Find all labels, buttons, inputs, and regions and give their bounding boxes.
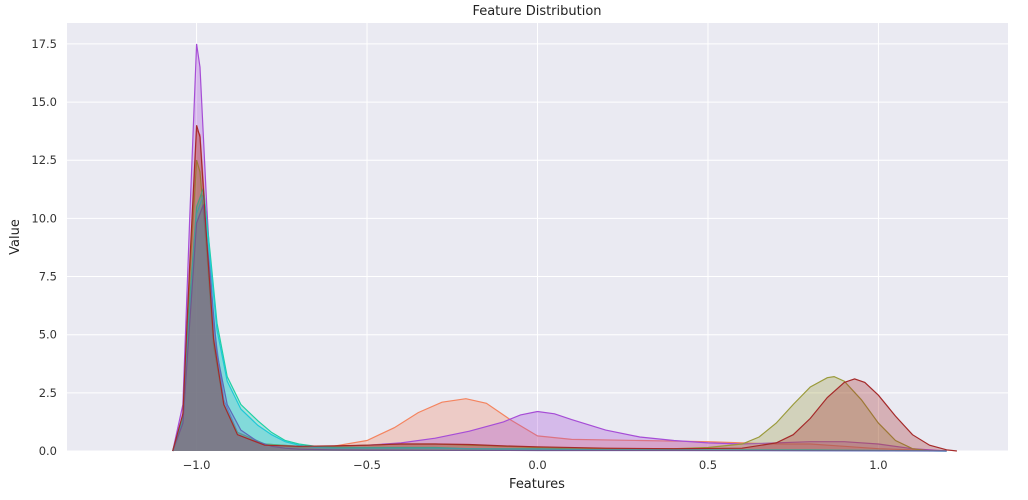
- y-tick-label: 0.0: [39, 444, 57, 458]
- series-area-fill: [172, 160, 930, 451]
- x-axis-title: Features: [509, 477, 565, 492]
- y-tick-label: 7.5: [39, 270, 57, 284]
- y-tick-label: 17.5: [31, 37, 57, 51]
- y-tick-label: 10.0: [31, 211, 57, 225]
- series-area-fill: [172, 125, 957, 452]
- x-tick-label: −0.5: [353, 458, 381, 472]
- x-tick-label: −1.0: [183, 458, 211, 472]
- x-tick-labels: −1.0 −0.5 0.0 0.5 1.0: [183, 458, 888, 472]
- x-tick-label: 0.0: [528, 458, 546, 472]
- y-tick-labels: 0.0 2.5 5.0 7.5 10.0 12.5 15.0 17.5: [31, 37, 57, 458]
- y-tick-label: 15.0: [31, 95, 57, 109]
- y-axis-title: Value: [8, 219, 23, 255]
- y-tick-label: 5.0: [39, 328, 57, 342]
- y-tick-label: 2.5: [39, 386, 57, 400]
- series-area-fill: [172, 188, 947, 451]
- series-areas: [172, 43, 957, 452]
- chart-title: Feature Distribution: [472, 4, 601, 19]
- grid-lines: [67, 23, 1008, 452]
- series-line: [172, 125, 957, 452]
- series-area-fill: [172, 195, 947, 451]
- x-tick-label: 1.0: [869, 458, 887, 472]
- x-tick-label: 0.5: [699, 458, 717, 472]
- series-line: [172, 204, 947, 452]
- y-tick-label: 12.5: [31, 153, 57, 167]
